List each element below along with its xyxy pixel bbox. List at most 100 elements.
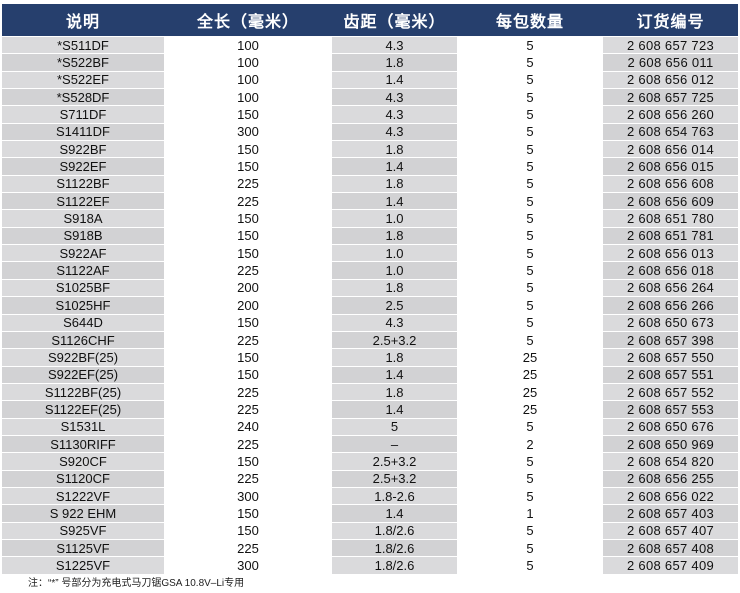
- cell-order-number: 2 608 657 398: [603, 330, 738, 349]
- table-row: S920CF 150 2.5+3.2 5 2 608 654 820: [2, 452, 738, 470]
- cell-pack-quantity: 5: [457, 296, 603, 314]
- table-row: S1125VF 225 1.8/2.6 5 2 608 657 408: [2, 538, 738, 557]
- table-row: S1120CF 225 2.5+3.2 5 2 608 656 255: [2, 469, 738, 487]
- cell-pack-quantity: 5: [457, 105, 603, 123]
- header-length: 全长（毫米）: [196, 14, 299, 31]
- table-row: S1126CHF 225 2.5+3.2 5 2 608 657 398: [2, 330, 738, 349]
- cell-tooth-pitch: 1.8: [332, 174, 457, 193]
- cell-tooth-pitch: 1.8: [332, 382, 457, 401]
- cell-description: S 922 EHM: [2, 504, 164, 522]
- cell-description: *S511DF: [2, 36, 164, 54]
- cell-description: S1125VF: [2, 538, 164, 557]
- cell-order-number: 2 608 657 723: [603, 36, 738, 54]
- header-order-number: 订货编号: [636, 14, 705, 31]
- table-row: S1130RIFF 225–2 2 608 650 969: [2, 434, 738, 453]
- cell-order-number: 2 608 656 022: [603, 486, 738, 505]
- table-row: *S522BF 100 1.8 5 2 608 656 011: [2, 53, 738, 71]
- cell-length: 225: [164, 261, 332, 279]
- cell-pack-quantity: 5: [457, 521, 603, 539]
- cell-length: 200: [164, 278, 332, 297]
- cell-description: S1025HF: [2, 296, 164, 314]
- cell-tooth-pitch: 4.3: [332, 122, 457, 141]
- cell-order-number: 2 608 657 551: [603, 365, 738, 383]
- table-row: S922EF 150 1.4 5 2 608 656 015: [2, 157, 738, 175]
- cell-pack-quantity: 5: [457, 122, 603, 141]
- cell-order-number: 2 608 656 013: [603, 244, 738, 262]
- table-row: S922EF(25) 150 1.4 25 2 608 657 551: [2, 365, 738, 383]
- cell-pack-quantity: 5: [457, 70, 603, 89]
- cell-description: S918A: [2, 209, 164, 227]
- table-row: S918B 150 1.8 5 2 608 651 781: [2, 226, 738, 245]
- cell-length: 150: [164, 452, 332, 470]
- cell-description: S1122BF(25): [2, 382, 164, 401]
- cell-pack-quantity: 5: [457, 209, 603, 227]
- footnote: 注：“*” 号部分为充电式马刀锯GSA 10.8V–Li专用: [28, 578, 245, 589]
- cell-pack-quantity: 5: [457, 486, 603, 505]
- cell-length: 100: [164, 70, 332, 89]
- cell-length: 100: [164, 53, 332, 71]
- cell-tooth-pitch: 4.3: [332, 36, 457, 54]
- table-row: S918A 150 1.0 5 2 608 651 780: [2, 209, 738, 227]
- cell-description: S922BF(25): [2, 348, 164, 366]
- cell-length: 150: [164, 226, 332, 245]
- cell-length: 150: [164, 244, 332, 262]
- cell-length: 300: [164, 122, 332, 141]
- cell-length: 225: [164, 192, 332, 210]
- cell-pack-quantity: 5: [457, 244, 603, 262]
- cell-tooth-pitch: 2.5+3.2: [332, 469, 457, 487]
- cell-pack-quantity: 5: [457, 36, 603, 54]
- cell-tooth-pitch: 2.5: [332, 296, 457, 314]
- cell-order-number: 2 608 657 553: [603, 400, 738, 418]
- table-row: S1122BF(25) 225 1.8 25 2 608 657 552: [2, 382, 738, 401]
- cell-tooth-pitch: 1.8: [332, 278, 457, 297]
- cell-order-number: 2 608 656 014: [603, 140, 738, 158]
- cell-pack-quantity: 5: [457, 313, 603, 331]
- header-pack-quantity: 每包数量: [495, 14, 564, 31]
- cell-order-number: 2 608 650 969: [603, 434, 738, 453]
- cell-tooth-pitch: 4.3: [332, 88, 457, 106]
- product-table: 说明 全长（毫米） 齿距（毫米） 每包数量 订货编号 *S511DF 100 4.3…: [2, 4, 738, 574]
- cell-order-number: 2 608 656 018: [603, 261, 738, 279]
- cell-tooth-pitch: 1.4: [332, 365, 457, 383]
- cell-order-number: 2 608 654 820: [603, 452, 738, 470]
- cell-tooth-pitch: 1.4: [332, 400, 457, 418]
- cell-tooth-pitch: 1.4: [332, 157, 457, 175]
- cell-order-number: 2 608 656 012: [603, 70, 738, 89]
- cell-pack-quantity: 5: [457, 226, 603, 245]
- cell-tooth-pitch: 1.8-2.6: [332, 486, 457, 505]
- cell-tooth-pitch: 1.8/2.6: [332, 556, 457, 574]
- cell-tooth-pitch: 2.5+3.2: [332, 452, 457, 470]
- table-row: S1411DF 300 4.3 5 2 608 654 763: [2, 122, 738, 141]
- table-row: S1025BF 200 1.8 5 2 608 656 264: [2, 278, 738, 297]
- table-header: 说明 全长（毫米） 齿距（毫米） 每包数量 订货编号: [2, 4, 738, 36]
- cell-order-number: 2 608 657 725: [603, 88, 738, 106]
- cell-description: S925VF: [2, 521, 164, 539]
- cell-tooth-pitch: 1.4: [332, 70, 457, 89]
- cell-length: 225: [164, 174, 332, 193]
- table-row: S1222VF 300 1.8-2.6 5 2 608 656 022: [2, 486, 738, 505]
- cell-description: S922BF: [2, 140, 164, 158]
- cell-length: 150: [164, 157, 332, 175]
- cell-length: 225: [164, 400, 332, 418]
- table-row: S1025HF 200 2.5 5 2 608 656 266: [2, 296, 738, 314]
- cell-tooth-pitch: 1.0: [332, 209, 457, 227]
- cell-length: 150: [164, 521, 332, 539]
- table-body: *S511DF 100 4.3 5 2 608 657 723 *S522BF 100 1.8…: [2, 36, 738, 574]
- cell-description: S1222VF: [2, 486, 164, 505]
- cell-pack-quantity: 5: [457, 538, 603, 557]
- cell-order-number: 2 608 656 015: [603, 157, 738, 175]
- cell-tooth-pitch: 1.4: [332, 192, 457, 210]
- cell-description: S1122EF: [2, 192, 164, 210]
- cell-description: S711DF: [2, 105, 164, 123]
- cell-order-number: 2 608 650 673: [603, 313, 738, 331]
- cell-length: 300: [164, 556, 332, 574]
- cell-tooth-pitch: 1.0: [332, 261, 457, 279]
- cell-tooth-pitch: 1.8/2.6: [332, 521, 457, 539]
- table-row: S1122AF 225 1.0 5 2 608 656 018: [2, 261, 738, 279]
- cell-order-number: 2 608 651 780: [603, 209, 738, 227]
- table-row: S1531L 240 5 5 2 608 650 676: [2, 417, 738, 435]
- cell-order-number: 2 608 656 264: [603, 278, 738, 297]
- cell-length: 150: [164, 105, 332, 123]
- header-description: 说明: [65, 14, 100, 31]
- cell-description: S1130RIFF: [2, 434, 164, 453]
